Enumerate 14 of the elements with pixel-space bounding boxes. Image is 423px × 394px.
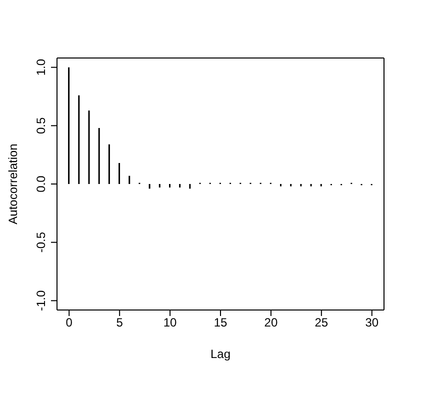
y-tick-label: 0.5 <box>34 117 48 134</box>
y-axis-title: Autocorrelation <box>6 144 20 224</box>
x-tick-label: 5 <box>116 316 124 330</box>
y-tick-label: -0.5 <box>34 232 48 253</box>
y-tick-label: -1.0 <box>34 290 48 312</box>
x-tick-label: 30 <box>365 316 379 330</box>
x-tick-label: 15 <box>214 316 228 330</box>
x-tick-label: 20 <box>264 316 278 330</box>
x-tick-label: 25 <box>314 316 328 330</box>
x-tick-label: 10 <box>163 316 178 330</box>
y-tick-label: 1.0 <box>34 58 48 76</box>
x-axis-title: Lag <box>210 347 231 361</box>
x-tick-label: 0 <box>66 316 73 330</box>
y-tick-label: 0.0 <box>34 175 48 192</box>
